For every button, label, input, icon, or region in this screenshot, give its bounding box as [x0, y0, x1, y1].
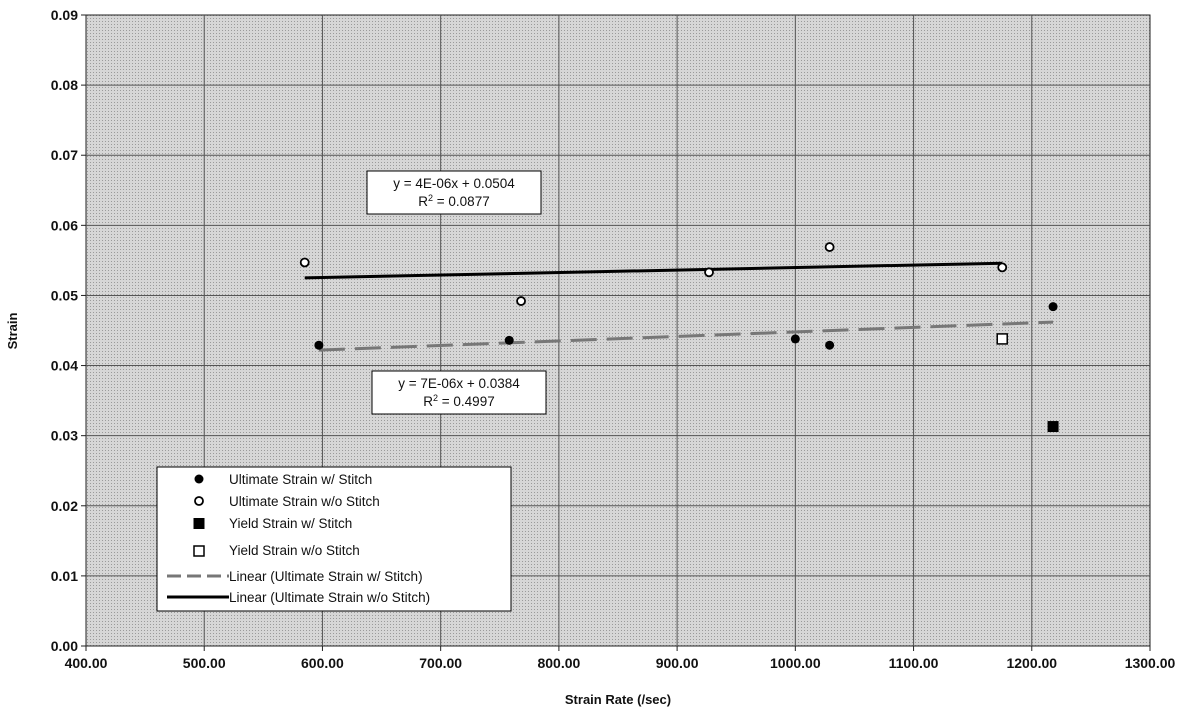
trendlines: [304, 261, 1054, 352]
y-tick-label: 0.05: [51, 287, 78, 303]
data-point: [516, 296, 526, 306]
x-tick-label: 500.00: [183, 655, 226, 671]
r-squared-superscript: 2: [428, 193, 433, 203]
data-point: [314, 340, 324, 350]
x-axis-ticks: 400.00 500.00 600.00 700.00 800.00 900.00 1000…: [65, 646, 1176, 671]
y-tick-label: 0.07: [51, 147, 78, 163]
legend-item: Ultimate Strain w/ Stitch: [194, 472, 372, 487]
legend-label: Linear (Ultimate Strain w/ Stitch): [229, 569, 423, 584]
y-tick-label: 0.00: [51, 638, 78, 654]
data-point: [824, 242, 835, 252]
legend-label: Ultimate Strain w/o Stitch: [229, 494, 380, 509]
x-tick-label: 1100.00: [889, 655, 939, 671]
x-tick-label: 1000.00: [770, 655, 821, 671]
open-square-icon: [193, 545, 205, 557]
legend-label: Yield Strain w/o Stitch: [229, 543, 360, 558]
legend: Ultimate Strain w/ Stitch Ultimate Strai…: [156, 466, 512, 612]
open-circle-icon: [194, 496, 204, 506]
data-point: [997, 262, 1008, 273]
equation-box-frame: [371, 370, 547, 415]
r-squared-label: R: [423, 394, 433, 409]
equation-box-without-stitch: y = 4E-06x + 0.0504 R2 = 0.0877: [366, 170, 542, 215]
trendline-without-stitch: [304, 261, 1003, 280]
r-squared-value: = 0.4997: [438, 394, 495, 409]
legend-label: Yield Strain w/ Stitch: [229, 516, 352, 531]
r-squared-label: R: [418, 194, 428, 209]
data-point: [1048, 302, 1058, 312]
y-tick-label: 0.08: [51, 77, 78, 93]
legend-item: Yield Strain w/ Stitch: [193, 516, 352, 531]
data-point: [790, 334, 800, 344]
filled-square-icon: [193, 518, 205, 529]
data-point: [825, 340, 835, 350]
x-tick-label: 800.00: [537, 655, 580, 671]
equation-box-with-stitch: y = 7E-06x + 0.0384 R2 = 0.4997: [371, 370, 547, 415]
y-axis-title: Strain: [5, 313, 20, 350]
data-points: [299, 242, 1059, 433]
x-tick-label: 1200.00: [1006, 655, 1057, 671]
r-squared-superscript: 2: [433, 393, 438, 403]
filled-circle-icon: [194, 474, 204, 484]
equation-text: y = 7E-06x + 0.0384: [398, 376, 520, 391]
y-tick-label: 0.04: [51, 358, 78, 374]
data-point: [504, 335, 514, 345]
y-tick-label: 0.02: [51, 498, 78, 514]
data-point: [704, 267, 714, 278]
y-tick-label: 0.09: [51, 7, 78, 23]
equation-text: y = 4E-06x + 0.0504: [393, 176, 515, 191]
legend-item: Linear (Ultimate Strain w/o Stitch): [167, 590, 430, 605]
data-point: [996, 333, 1008, 345]
equation-box-frame: [366, 170, 542, 215]
y-tick-label: 0.06: [51, 217, 78, 233]
legend-item: Linear (Ultimate Strain w/ Stitch): [167, 569, 423, 584]
r-squared-text: R2 = 0.0877: [418, 193, 489, 209]
y-tick-label: 0.03: [51, 428, 78, 444]
r-squared-text: R2 = 0.4997: [423, 393, 494, 409]
legend-frame: [156, 466, 512, 612]
x-axis-title: Strain Rate (/sec): [565, 692, 671, 707]
legend-label: Linear (Ultimate Strain w/o Stitch): [229, 590, 430, 605]
y-axis-ticks: 0.00 0.01 0.02 0.03 0.04 0.05 0.06 0.07 0.08 0.09: [51, 7, 86, 654]
x-tick-label: 700.00: [419, 655, 462, 671]
x-tick-label: 900.00: [656, 655, 699, 671]
trendline-with-stitch: [318, 320, 1054, 352]
x-tick-label: 1300.00: [1125, 655, 1176, 671]
data-point: [299, 257, 310, 268]
legend-label: Ultimate Strain w/ Stitch: [229, 472, 372, 487]
x-tick-label: 600.00: [301, 655, 344, 671]
data-point: [1047, 421, 1059, 433]
y-tick-label: 0.01: [51, 568, 78, 584]
r-squared-value: = 0.0877: [433, 194, 490, 209]
legend-item: Yield Strain w/o Stitch: [193, 543, 360, 558]
x-tick-label: 400.00: [65, 655, 108, 671]
legend-item: Ultimate Strain w/o Stitch: [194, 494, 380, 509]
